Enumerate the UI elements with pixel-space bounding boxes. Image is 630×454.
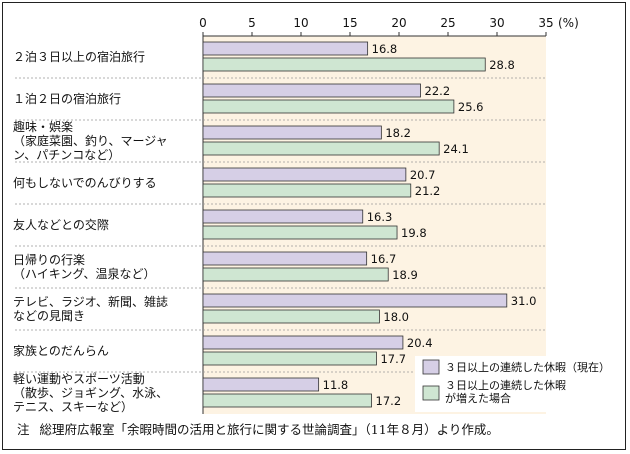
bar-increased [202, 351, 377, 366]
value-label-increased: 18.9 [392, 268, 418, 282]
source-note: 注 総理府広報室「余暇時間の活用と旅行に関する世論調査」（11年８月）より作成。 [17, 419, 617, 438]
note-prefix: 注 [17, 422, 30, 437]
bar-increased [202, 225, 398, 240]
x-tick-label: 10 [293, 16, 308, 30]
category-label: 家族とのだんらん [13, 343, 109, 358]
value-label-current: 16.8 [372, 42, 398, 56]
axis-unit-label: (%) [558, 16, 579, 30]
category-label: （家庭菜園、釣り、マージャ [13, 133, 168, 148]
value-label-current: 20.4 [407, 336, 433, 350]
chart: 0 5 10 15 20 25 30 35 (%) ２泊３日以上の宿泊旅行 １泊２日の宿泊旅行趣味・… [13, 16, 625, 414]
x-tick-label: 30 [489, 16, 504, 30]
chart-frame: 0 5 10 15 20 25 30 35 (%) ２泊３日以上の宿泊旅行 １泊２日の宿泊旅行 趣味・… [2, 2, 626, 450]
bar-current [202, 41, 369, 56]
value-label-increased: 19.8 [401, 226, 427, 240]
x-tick-label: 25 [440, 16, 455, 30]
category-label: 日帰りの行楽 [13, 253, 85, 267]
bar-increased [202, 393, 372, 408]
bar-current [202, 293, 508, 308]
note-text: 総理府広報室「余暇時間の活用と旅行に関する世論調査」（11年８月）より作成。 [39, 422, 499, 437]
bar-increased [202, 141, 440, 156]
legend-swatch-increased [422, 385, 440, 401]
x-tick-label: 20 [391, 16, 406, 30]
x-tick-label: 5 [248, 16, 256, 30]
bar-increased [202, 99, 455, 114]
value-label-current: 31.0 [511, 294, 537, 308]
category-label: ン、パチンコなど） [13, 148, 120, 162]
category-label: テニス、スキーなど） [13, 400, 133, 414]
bar-current [202, 335, 404, 350]
value-label-increased: 21.2 [415, 184, 441, 198]
category-label: 何もしないでのんびりする [13, 176, 157, 190]
bar-increased [202, 183, 412, 198]
category-label: （散歩、ジョギング、水泳、 [13, 385, 168, 400]
value-label-current: 16.3 [367, 210, 393, 224]
legend-label-current: ３日以上の連続した休暇（現在） [445, 360, 610, 374]
value-label-increased: 28.8 [489, 58, 515, 72]
legend-swatch-current [422, 359, 440, 375]
bar-current [202, 209, 364, 224]
x-tick-label: 35 [538, 16, 553, 30]
value-label-increased: 24.1 [443, 142, 469, 156]
x-tick-label: 15 [342, 16, 357, 30]
category-label: ２泊３日以上の宿泊旅行 [13, 49, 145, 64]
value-label-current: 22.2 [425, 84, 451, 98]
legend-label-increased: ３日以上の連続した休暇 [445, 378, 566, 392]
bar-current [202, 83, 421, 98]
category-label: 趣味・娯楽 [13, 119, 73, 134]
value-label-increased: 18.0 [383, 310, 409, 324]
category-label: などの見聞き [13, 309, 85, 323]
category-label: 軽い運動やスポーツ活動 [13, 372, 145, 386]
value-label-current: 16.7 [371, 252, 397, 266]
x-tick-label: 0 [199, 16, 207, 30]
value-label-current: 11.8 [323, 378, 349, 392]
bar-increased [202, 57, 486, 72]
category-label: （ハイキング、温泉など） [13, 267, 156, 281]
category-label: 友人などとの交際 [13, 217, 109, 232]
value-label-increased: 17.2 [376, 394, 402, 408]
value-label-current: 18.2 [385, 126, 411, 140]
bar-current [202, 251, 368, 266]
bar-increased [202, 309, 380, 324]
bar-current [202, 125, 382, 140]
legend-box [415, 356, 625, 412]
plot-area [203, 36, 546, 414]
bar-current [202, 167, 407, 182]
bar-increased [202, 267, 389, 282]
legend-label-increased: が増えた場合 [445, 391, 511, 405]
category-label: テレビ、ラジオ、新聞、雑誌 [13, 294, 168, 309]
value-label-current: 20.7 [410, 168, 436, 182]
category-label: １泊２日の宿泊旅行 [13, 91, 121, 106]
bar-current [202, 377, 320, 392]
value-label-increased: 17.7 [380, 352, 406, 366]
value-label-increased: 25.6 [458, 100, 484, 114]
